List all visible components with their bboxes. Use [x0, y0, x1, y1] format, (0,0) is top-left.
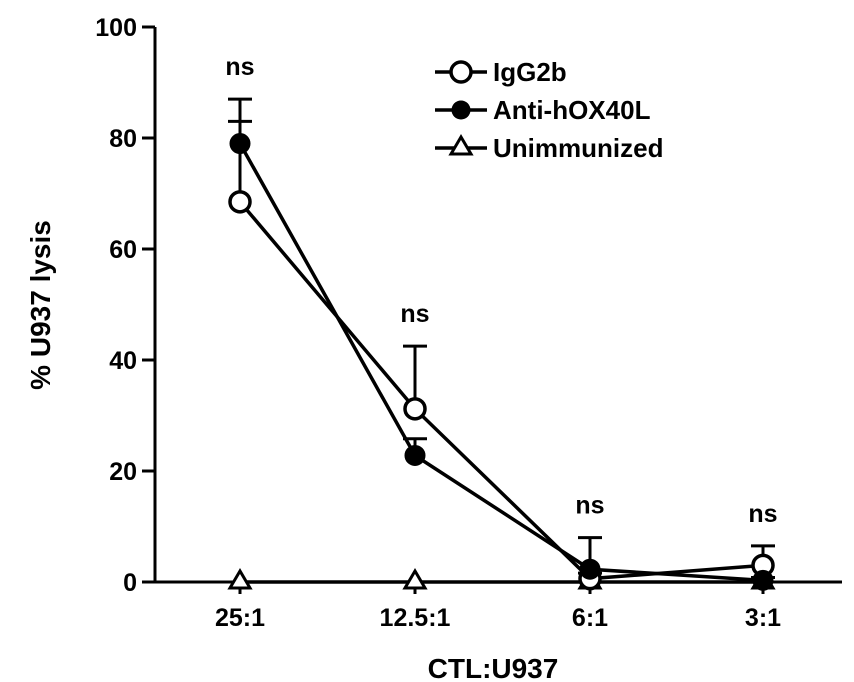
significance-label: ns [400, 300, 429, 328]
y-tick-label: 0 [123, 569, 137, 597]
axes: 0 20 40 60 80 100 25:1 12.5:1 6:1 3:1 [95, 14, 842, 632]
data-point [229, 133, 251, 155]
significance-label: ns [575, 492, 604, 520]
legend-marker [448, 134, 474, 156]
significance-label: ns [748, 500, 777, 528]
x-axis-label: CTL:U937 [428, 653, 559, 682]
y-axis-label: % U937 lysis [25, 220, 56, 390]
legend: IgG2b Anti-hOX40L Unimmunized [435, 57, 663, 163]
x-tick-label: 25:1 [215, 604, 265, 632]
legend-item: IgG2b [435, 57, 567, 87]
significance-label: ns [225, 53, 254, 81]
legend-item: Unimmunized [435, 133, 663, 163]
legend-marker [449, 60, 473, 84]
series-line [238, 200, 764, 581]
series-igg2b [228, 119, 775, 591]
data-point [227, 568, 253, 590]
legend-marker [451, 100, 471, 120]
x-tick-label: 6:1 [572, 604, 608, 632]
annotation-layer: ns ns ns ns [225, 53, 777, 528]
data-point [403, 397, 427, 421]
x-tick-label: 12.5:1 [380, 604, 451, 632]
y-tick-label: 80 [109, 125, 137, 153]
x-tick-label: 3:1 [745, 604, 781, 632]
series-anti-hox40l [228, 97, 775, 591]
data-point [752, 569, 774, 591]
data-point [228, 190, 252, 214]
series-line [238, 142, 764, 583]
legend-label: Unimmunized [493, 133, 663, 163]
series-layer [227, 97, 776, 591]
y-tick-label: 40 [109, 347, 137, 375]
data-point [402, 568, 428, 590]
y-tick-label: 60 [109, 236, 137, 264]
data-point [404, 444, 426, 466]
legend-item: Anti-hOX40L [435, 95, 651, 125]
legend-label: Anti-hOX40L [493, 95, 651, 125]
y-tick-label: 100 [95, 14, 137, 42]
y-tick-label: 20 [109, 458, 137, 486]
data-point [579, 558, 601, 580]
series-unimmunized [227, 568, 776, 590]
legend-label: IgG2b [493, 57, 567, 87]
